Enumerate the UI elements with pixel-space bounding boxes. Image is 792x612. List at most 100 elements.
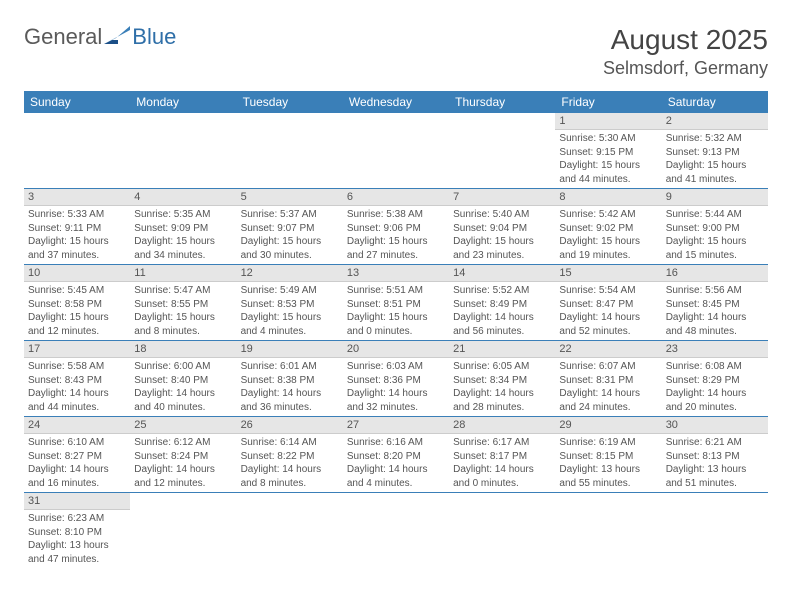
day-detail: Sunrise: 6:03 AMSunset: 8:36 PMDaylight:… — [343, 358, 449, 416]
calendar-cell: 19Sunrise: 6:01 AMSunset: 8:38 PMDayligh… — [237, 341, 343, 417]
calendar-cell: 22Sunrise: 6:07 AMSunset: 8:31 PMDayligh… — [555, 341, 661, 417]
day-detail: Sunrise: 6:07 AMSunset: 8:31 PMDaylight:… — [555, 358, 661, 416]
day-detail: Sunrise: 5:54 AMSunset: 8:47 PMDaylight:… — [555, 282, 661, 340]
calendar-cell: 2Sunrise: 5:32 AMSunset: 9:13 PMDaylight… — [662, 113, 768, 189]
day-detail: Sunrise: 6:05 AMSunset: 8:34 PMDaylight:… — [449, 358, 555, 416]
calendar-cell — [24, 113, 130, 189]
day-detail: Sunrise: 6:17 AMSunset: 8:17 PMDaylight:… — [449, 434, 555, 492]
logo: General Blue — [24, 24, 176, 50]
calendar-cell — [449, 493, 555, 569]
day-detail: Sunrise: 6:23 AMSunset: 8:10 PMDaylight:… — [24, 510, 130, 568]
day-detail: Sunrise: 5:52 AMSunset: 8:49 PMDaylight:… — [449, 282, 555, 340]
day-number: 2 — [662, 113, 768, 130]
day-number: 28 — [449, 417, 555, 434]
day-detail: Sunrise: 5:56 AMSunset: 8:45 PMDaylight:… — [662, 282, 768, 340]
day-number: 4 — [130, 189, 236, 206]
calendar-cell — [662, 493, 768, 569]
day-number: 6 — [343, 189, 449, 206]
day-number: 31 — [24, 493, 130, 510]
calendar-cell: 4Sunrise: 5:35 AMSunset: 9:09 PMDaylight… — [130, 189, 236, 265]
day-number: 13 — [343, 265, 449, 282]
calendar-cell — [343, 113, 449, 189]
calendar-cell — [130, 113, 236, 189]
calendar-cell: 23Sunrise: 6:08 AMSunset: 8:29 PMDayligh… — [662, 341, 768, 417]
calendar-cell: 16Sunrise: 5:56 AMSunset: 8:45 PMDayligh… — [662, 265, 768, 341]
day-detail: Sunrise: 5:35 AMSunset: 9:09 PMDaylight:… — [130, 206, 236, 264]
day-detail: Sunrise: 5:44 AMSunset: 9:00 PMDaylight:… — [662, 206, 768, 264]
calendar-cell: 5Sunrise: 5:37 AMSunset: 9:07 PMDaylight… — [237, 189, 343, 265]
day-detail: Sunrise: 6:08 AMSunset: 8:29 PMDaylight:… — [662, 358, 768, 416]
calendar-cell: 17Sunrise: 5:58 AMSunset: 8:43 PMDayligh… — [24, 341, 130, 417]
day-number: 14 — [449, 265, 555, 282]
day-detail: Sunrise: 6:12 AMSunset: 8:24 PMDaylight:… — [130, 434, 236, 492]
location-text: Selmsdorf, Germany — [603, 58, 768, 79]
calendar-cell: 26Sunrise: 6:14 AMSunset: 8:22 PMDayligh… — [237, 417, 343, 493]
day-detail: Sunrise: 6:00 AMSunset: 8:40 PMDaylight:… — [130, 358, 236, 416]
day-number: 29 — [555, 417, 661, 434]
day-number: 15 — [555, 265, 661, 282]
calendar-cell: 24Sunrise: 6:10 AMSunset: 8:27 PMDayligh… — [24, 417, 130, 493]
day-detail: Sunrise: 5:45 AMSunset: 8:58 PMDaylight:… — [24, 282, 130, 340]
calendar-cell: 10Sunrise: 5:45 AMSunset: 8:58 PMDayligh… — [24, 265, 130, 341]
day-number: 10 — [24, 265, 130, 282]
calendar-cell: 29Sunrise: 6:19 AMSunset: 8:15 PMDayligh… — [555, 417, 661, 493]
calendar-cell — [130, 493, 236, 569]
calendar-cell: 18Sunrise: 6:00 AMSunset: 8:40 PMDayligh… — [130, 341, 236, 417]
day-number: 25 — [130, 417, 236, 434]
weekday-header: Monday — [130, 91, 236, 113]
calendar-row: 24Sunrise: 6:10 AMSunset: 8:27 PMDayligh… — [24, 417, 768, 493]
month-title: August 2025 — [603, 24, 768, 56]
calendar-cell: 15Sunrise: 5:54 AMSunset: 8:47 PMDayligh… — [555, 265, 661, 341]
day-detail: Sunrise: 6:21 AMSunset: 8:13 PMDaylight:… — [662, 434, 768, 492]
weekday-header: Sunday — [24, 91, 130, 113]
day-number: 11 — [130, 265, 236, 282]
page-header: General Blue August 2025 Selmsdorf, Germ… — [24, 24, 768, 79]
weekday-header: Friday — [555, 91, 661, 113]
calendar-cell — [343, 493, 449, 569]
calendar-cell: 12Sunrise: 5:49 AMSunset: 8:53 PMDayligh… — [237, 265, 343, 341]
day-number: 19 — [237, 341, 343, 358]
calendar-cell: 9Sunrise: 5:44 AMSunset: 9:00 PMDaylight… — [662, 189, 768, 265]
calendar-cell: 7Sunrise: 5:40 AMSunset: 9:04 PMDaylight… — [449, 189, 555, 265]
day-detail: Sunrise: 5:40 AMSunset: 9:04 PMDaylight:… — [449, 206, 555, 264]
logo-flag-icon — [104, 26, 130, 49]
day-detail: Sunrise: 5:38 AMSunset: 9:06 PMDaylight:… — [343, 206, 449, 264]
day-number: 17 — [24, 341, 130, 358]
calendar-cell — [237, 113, 343, 189]
day-number: 22 — [555, 341, 661, 358]
day-number: 12 — [237, 265, 343, 282]
weekday-header: Tuesday — [237, 91, 343, 113]
weekday-header: Saturday — [662, 91, 768, 113]
day-detail: Sunrise: 6:19 AMSunset: 8:15 PMDaylight:… — [555, 434, 661, 492]
calendar-cell — [555, 493, 661, 569]
calendar-cell: 30Sunrise: 6:21 AMSunset: 8:13 PMDayligh… — [662, 417, 768, 493]
calendar-cell: 3Sunrise: 5:33 AMSunset: 9:11 PMDaylight… — [24, 189, 130, 265]
day-detail: Sunrise: 5:49 AMSunset: 8:53 PMDaylight:… — [237, 282, 343, 340]
day-detail: Sunrise: 5:32 AMSunset: 9:13 PMDaylight:… — [662, 130, 768, 188]
logo-text-blue: Blue — [132, 24, 176, 50]
day-number: 30 — [662, 417, 768, 434]
calendar-cell: 28Sunrise: 6:17 AMSunset: 8:17 PMDayligh… — [449, 417, 555, 493]
day-number: 23 — [662, 341, 768, 358]
day-detail: Sunrise: 6:10 AMSunset: 8:27 PMDaylight:… — [24, 434, 130, 492]
calendar-row: 1Sunrise: 5:30 AMSunset: 9:15 PMDaylight… — [24, 113, 768, 189]
calendar-cell — [449, 113, 555, 189]
calendar-row: 3Sunrise: 5:33 AMSunset: 9:11 PMDaylight… — [24, 189, 768, 265]
calendar-row: 10Sunrise: 5:45 AMSunset: 8:58 PMDayligh… — [24, 265, 768, 341]
calendar-row: 31Sunrise: 6:23 AMSunset: 8:10 PMDayligh… — [24, 493, 768, 569]
logo-text-general: General — [24, 24, 102, 50]
day-number: 1 — [555, 113, 661, 130]
calendar-row: 17Sunrise: 5:58 AMSunset: 8:43 PMDayligh… — [24, 341, 768, 417]
day-detail: Sunrise: 5:47 AMSunset: 8:55 PMDaylight:… — [130, 282, 236, 340]
day-number: 21 — [449, 341, 555, 358]
calendar-cell: 20Sunrise: 6:03 AMSunset: 8:36 PMDayligh… — [343, 341, 449, 417]
calendar-cell: 14Sunrise: 5:52 AMSunset: 8:49 PMDayligh… — [449, 265, 555, 341]
calendar-cell: 25Sunrise: 6:12 AMSunset: 8:24 PMDayligh… — [130, 417, 236, 493]
day-detail: Sunrise: 5:37 AMSunset: 9:07 PMDaylight:… — [237, 206, 343, 264]
day-number: 26 — [237, 417, 343, 434]
calendar-cell: 1Sunrise: 5:30 AMSunset: 9:15 PMDaylight… — [555, 113, 661, 189]
day-number: 5 — [237, 189, 343, 206]
day-detail: Sunrise: 6:16 AMSunset: 8:20 PMDaylight:… — [343, 434, 449, 492]
day-detail: Sunrise: 5:30 AMSunset: 9:15 PMDaylight:… — [555, 130, 661, 188]
calendar-cell: 31Sunrise: 6:23 AMSunset: 8:10 PMDayligh… — [24, 493, 130, 569]
